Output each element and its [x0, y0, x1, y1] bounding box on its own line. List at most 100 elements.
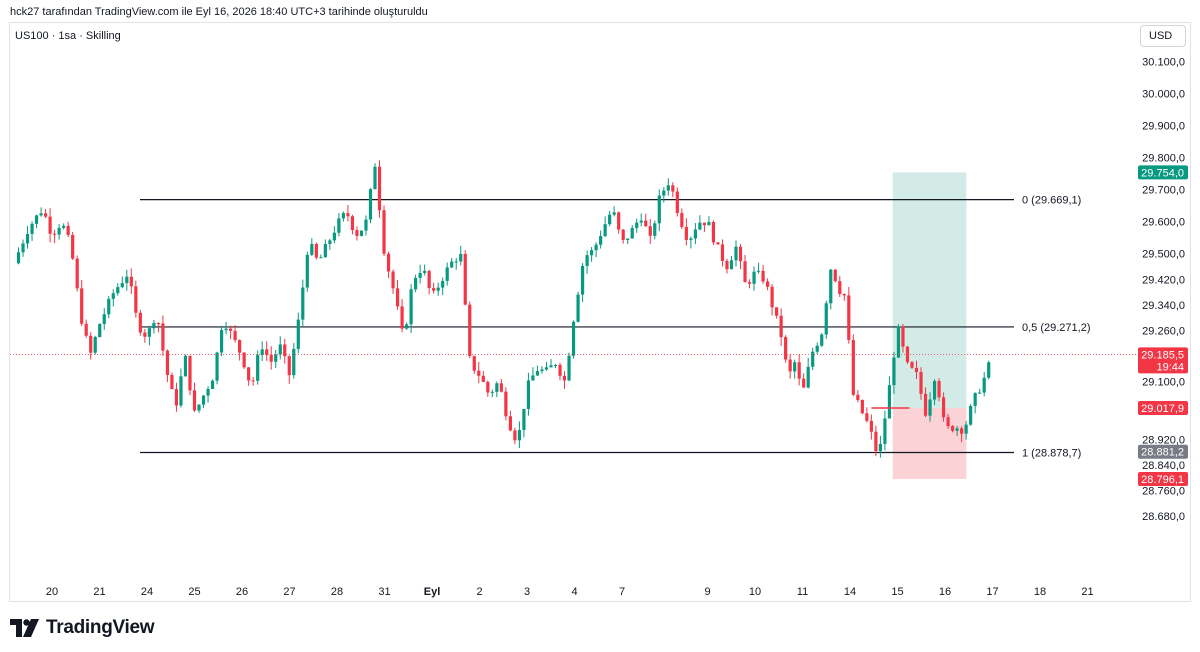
candle [292, 343, 296, 379]
candle [635, 218, 639, 233]
candle [432, 282, 436, 294]
candle [856, 390, 860, 403]
candle [310, 238, 314, 257]
price-tag-label: 29.017,9 [1141, 403, 1184, 415]
candle [671, 182, 675, 198]
candle [878, 435, 882, 458]
candle [486, 380, 490, 397]
candle [174, 382, 179, 412]
candle [107, 296, 111, 319]
candle [495, 381, 499, 398]
candle [382, 205, 386, 257]
candle [883, 410, 887, 451]
y-tick-label: 28.840,0 [1142, 460, 1185, 472]
candle [892, 351, 896, 394]
candle [66, 221, 70, 238]
y-tick-label: 29.700,0 [1142, 185, 1185, 197]
candle [847, 286, 851, 344]
x-tick-label: 25 [188, 586, 200, 598]
candle [716, 242, 720, 245]
candle [689, 236, 693, 249]
candle [815, 342, 819, 355]
candle [526, 372, 531, 416]
candle [25, 226, 30, 249]
candle [626, 238, 630, 245]
candle [743, 254, 747, 283]
candle [756, 262, 761, 274]
candle [468, 301, 472, 359]
candle [409, 284, 413, 333]
chart-caption: hck27 tarafından TradingView.com ile Eyl… [10, 6, 428, 18]
candle [522, 408, 526, 438]
candle [206, 386, 210, 403]
candle [188, 355, 192, 396]
candle [630, 225, 634, 239]
candle [973, 392, 977, 414]
x-tick-label: 10 [749, 586, 761, 598]
y-tick-label: 29.100,0 [1142, 377, 1185, 389]
x-tick-label: Eyl [424, 586, 441, 598]
candle [274, 350, 278, 368]
price-tag-fib: 28.881,2 [1138, 444, 1188, 459]
candle [165, 349, 170, 383]
candle [84, 319, 88, 338]
candle [806, 357, 810, 389]
tradingview-logo[interactable]: TradingView [10, 617, 155, 639]
candle [256, 350, 260, 385]
candle [838, 275, 842, 298]
candle [499, 378, 503, 393]
chart-frame[interactable] [9, 22, 1191, 602]
candle [860, 399, 864, 415]
candle [323, 239, 327, 258]
candle [355, 226, 359, 241]
y-tick-label: 30.000,0 [1142, 89, 1185, 101]
candle [43, 208, 48, 219]
candle [955, 425, 959, 437]
candle [788, 354, 792, 379]
candle [951, 425, 955, 433]
candle [62, 223, 66, 230]
candle [802, 373, 806, 388]
candle [508, 410, 512, 432]
candle [242, 352, 246, 369]
candle [143, 328, 147, 343]
candle [648, 219, 652, 245]
candle [662, 187, 666, 203]
price-tag-label: 29.185,5 [1141, 349, 1184, 361]
candle [978, 388, 982, 395]
candle [747, 279, 752, 289]
x-tick-label: 9 [704, 586, 710, 598]
x-tick-label: 2 [476, 586, 482, 598]
currency-button[interactable]: USD [1140, 25, 1186, 47]
candle [314, 242, 318, 260]
candle [919, 367, 923, 400]
symbol-label[interactable]: US100 · 1sa · Skilling [15, 30, 121, 42]
candle [829, 268, 833, 310]
candle [680, 208, 684, 230]
candle [590, 246, 594, 262]
candle [75, 255, 79, 292]
candle [161, 315, 165, 356]
candle [720, 239, 725, 267]
candle [490, 389, 494, 398]
candle [820, 333, 824, 348]
candle [797, 354, 801, 386]
candle [34, 214, 39, 229]
price-tag-label: 29.754,0 [1141, 167, 1184, 179]
candle [233, 325, 237, 343]
candle [765, 278, 770, 291]
candle [472, 355, 476, 374]
candle [932, 379, 937, 406]
candle [793, 359, 797, 379]
candle [621, 228, 625, 244]
y-tick-label: 29.340,0 [1142, 300, 1185, 312]
candle [463, 250, 467, 306]
candle [80, 280, 84, 326]
y-tick-label: 28.760,0 [1142, 486, 1185, 498]
candle [30, 221, 34, 241]
candle [16, 247, 21, 265]
candle [666, 178, 670, 196]
candle [784, 335, 788, 363]
candle [71, 231, 75, 260]
